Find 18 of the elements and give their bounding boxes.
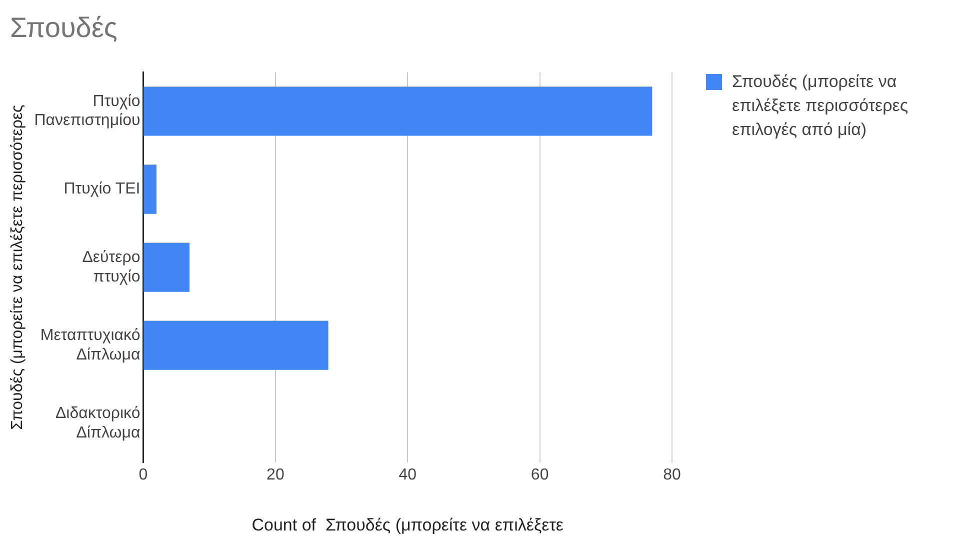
bar <box>144 242 190 292</box>
y-tick-label: Διδακτορικό Δίπλωμα <box>55 405 140 442</box>
x-tick-label: 20 <box>266 466 284 484</box>
x-tick-label: 40 <box>398 466 417 484</box>
x-tick-label: 60 <box>530 466 549 484</box>
x-tick-label: 80 <box>663 466 681 484</box>
bar <box>144 320 328 370</box>
y-tick-label: Πτυχίο Πανεπιστημίου <box>34 93 140 130</box>
y-tick-label: Πτυχίο ΤΕΙ <box>64 180 140 198</box>
x-axis-title: Count of Σπουδές (μπορείτε να επιλέξετε <box>252 515 564 534</box>
y-tick-label: Μεταπτυχιακό Δίπλωμα <box>40 327 140 364</box>
chart-title: Σπουδές <box>10 12 118 44</box>
y-axis-title: Σπουδές (μπορείτε να επιλέξετε περισσότερες <box>9 104 26 430</box>
x-tick-label: 0 <box>138 466 148 484</box>
bar <box>144 86 652 136</box>
y-tick-label: Δεύτερο πτυχίο <box>82 249 140 286</box>
bar <box>144 164 156 214</box>
legend-label: Σπουδές (μπορείτε να επιλέξετε περισσότερες επιλογές από μία) <box>732 71 910 141</box>
